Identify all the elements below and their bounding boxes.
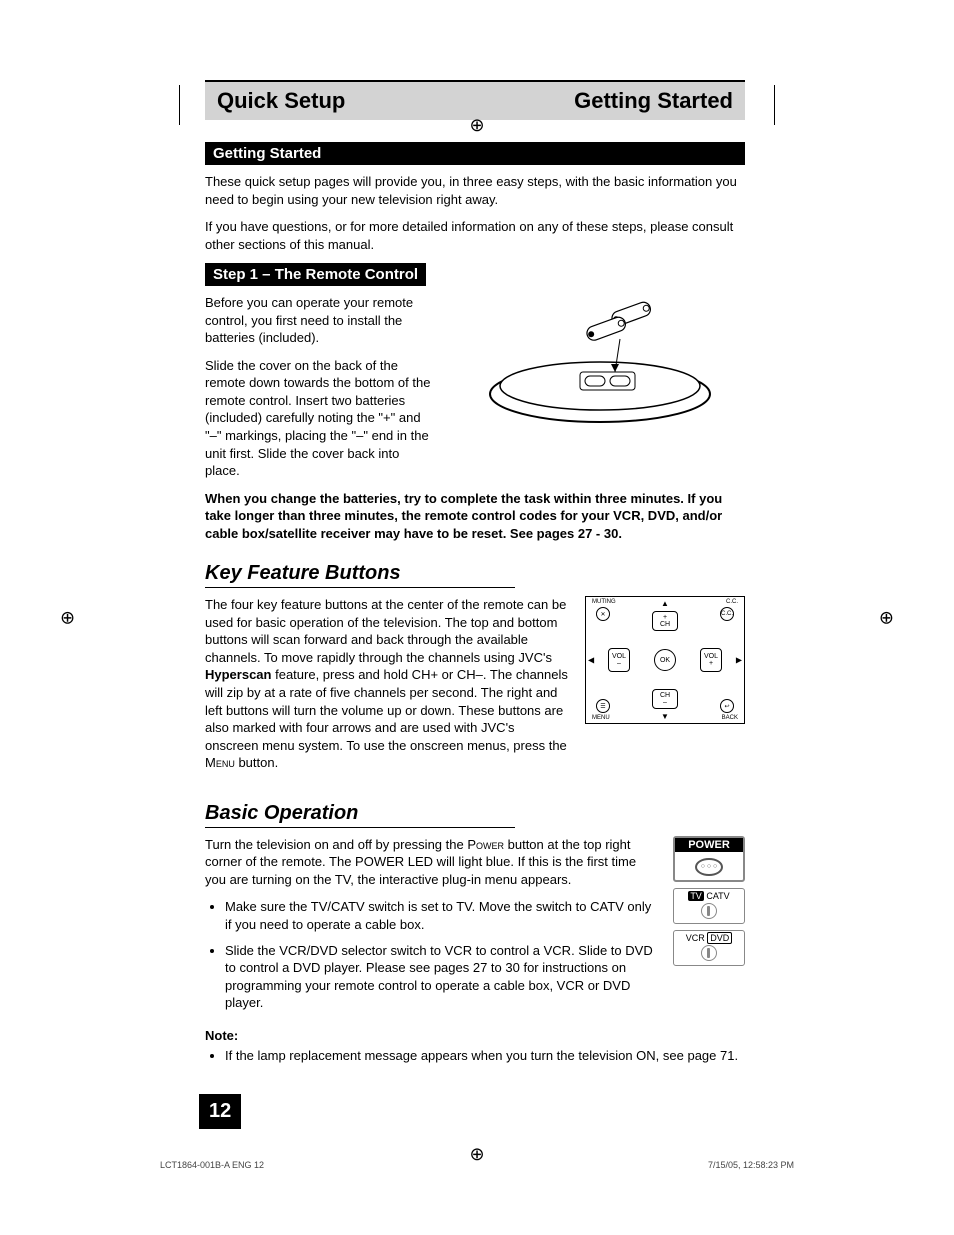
ch-label: CH xyxy=(660,692,670,699)
switch-icon xyxy=(701,945,717,961)
catv-label: CATV xyxy=(706,891,729,901)
label-cc: C.C. xyxy=(726,599,738,605)
arrow-up-icon: ▲ xyxy=(661,599,669,608)
basic-power-word: Power xyxy=(467,837,504,852)
plus-label: + xyxy=(709,660,713,667)
manual-page: ⊕ ⊕ ⊕ ⊕ Quick Setup Getting Started Gett… xyxy=(0,0,954,1235)
registration-mark: ⊕ xyxy=(469,115,484,136)
vcr-label: VCR xyxy=(686,933,705,943)
section-bar-step1: Step 1 – The Remote Control xyxy=(205,263,426,286)
basic-b2: Slide the VCR/DVD selector switch to VCR… xyxy=(225,942,657,1012)
kfb-title: Key Feature Buttons xyxy=(205,562,515,588)
dvd-label: DVD xyxy=(707,932,732,944)
registration-mark: ⊕ xyxy=(60,607,75,628)
page-number: 12 xyxy=(199,1094,241,1129)
power-label: POWER xyxy=(675,838,743,852)
arrow-right-icon: ▶ xyxy=(736,656,742,665)
cc-icon: C.C. xyxy=(720,607,734,621)
page-header: Quick Setup Getting Started xyxy=(205,80,745,120)
basic-b1: Make sure the TV/CATV switch is set to T… xyxy=(225,898,657,933)
basic-bullets: Make sure the TV/CATV switch is set to T… xyxy=(205,898,657,1011)
label-menu: MENU xyxy=(592,715,610,721)
power-icon: ○ ○ ○ xyxy=(675,852,743,880)
vcr-dvd-switch-illustration: VCR DVD xyxy=(673,930,745,966)
note-label: Note: xyxy=(205,1028,745,1043)
power-button-illustration: POWER ○ ○ ○ xyxy=(673,836,745,882)
kfb-text: The four key feature buttons at the cent… xyxy=(205,596,569,771)
basic-icons-col: POWER ○ ○ ○ TV CATV VCR DVD xyxy=(673,836,745,972)
kfb-row: The four key feature buttons at the cent… xyxy=(205,596,745,781)
note-bullets: If the lamp replacement message appears … xyxy=(205,1047,745,1065)
basic-row: Turn the television on and off by pressi… xyxy=(205,836,745,1022)
vol-label: VOL xyxy=(612,653,626,660)
header-left: Quick Setup xyxy=(217,88,345,114)
arrow-down-icon: ▼ xyxy=(661,712,669,721)
crop-mark xyxy=(160,85,180,125)
basic-p1a: Turn the television on and off by pressi… xyxy=(205,837,467,852)
arrow-left-icon: ◀ xyxy=(588,656,594,665)
gs-para-1: These quick setup pages will provide you… xyxy=(205,173,745,208)
step1-row: Before you can operate your remote contr… xyxy=(205,294,745,489)
footer-right: 7/15/05, 12:58:23 PM xyxy=(708,1160,794,1170)
vol-minus-button: VOL – xyxy=(608,648,630,672)
step1-p1: Before you can operate your remote contr… xyxy=(205,294,435,347)
ch-minus-button: CH – xyxy=(652,689,678,709)
plus-label: + xyxy=(663,614,667,621)
footer: LCT1864-001B-A ENG 12 7/15/05, 12:58:23 … xyxy=(160,1160,794,1170)
header-right: Getting Started xyxy=(574,88,733,114)
kfb-text-a: The four key feature buttons at the cent… xyxy=(205,597,566,665)
minus-label: – xyxy=(663,699,667,706)
kfb-hyperscan: Hyperscan xyxy=(205,667,271,682)
vol-label: VOL xyxy=(704,653,718,660)
basic-p1: Turn the television on and off by pressi… xyxy=(205,836,657,889)
basic-text: Turn the television on and off by pressi… xyxy=(205,836,657,1022)
remote-battery-illustration xyxy=(455,294,745,434)
step1-p2: Slide the cover on the back of the remot… xyxy=(205,357,435,480)
tv-catv-switch-illustration: TV CATV xyxy=(673,888,745,924)
kfb-menu-word: Menu xyxy=(205,755,235,770)
gs-para-2: If you have questions, or for more detai… xyxy=(205,218,745,253)
switch-icon xyxy=(701,903,717,919)
muting-icon: ✕ xyxy=(596,607,610,621)
ch-label: CH xyxy=(660,621,670,628)
page-content: Quick Setup Getting Started Getting Star… xyxy=(205,80,745,1129)
step1-text: Before you can operate your remote contr… xyxy=(205,294,435,489)
footer-left: LCT1864-001B-A ENG 12 xyxy=(160,1160,264,1170)
tv-label: TV xyxy=(688,891,704,901)
crop-mark xyxy=(774,85,794,125)
note-1: If the lamp replacement message appears … xyxy=(225,1047,745,1065)
step1-warning: When you change the batteries, try to co… xyxy=(205,490,745,543)
menu-icon: ☰ xyxy=(596,699,610,713)
ok-button: OK xyxy=(654,649,676,671)
kfb-text-c: button. xyxy=(235,755,278,770)
dpad-diagram: MUTING C.C. MENU BACK ▲ ▼ ◀ ▶ ✕ C.C. ☰ ↩… xyxy=(585,596,745,724)
label-muting: MUTING xyxy=(592,599,616,605)
basic-title: Basic Operation xyxy=(205,802,515,828)
label-back: BACK xyxy=(722,715,738,721)
vol-plus-button: VOL + xyxy=(700,648,722,672)
back-icon: ↩ xyxy=(720,699,734,713)
section-bar-getting-started: Getting Started xyxy=(205,142,745,165)
registration-mark: ⊕ xyxy=(879,607,894,628)
ch-plus-button: + CH xyxy=(652,611,678,631)
minus-label: – xyxy=(617,660,621,667)
